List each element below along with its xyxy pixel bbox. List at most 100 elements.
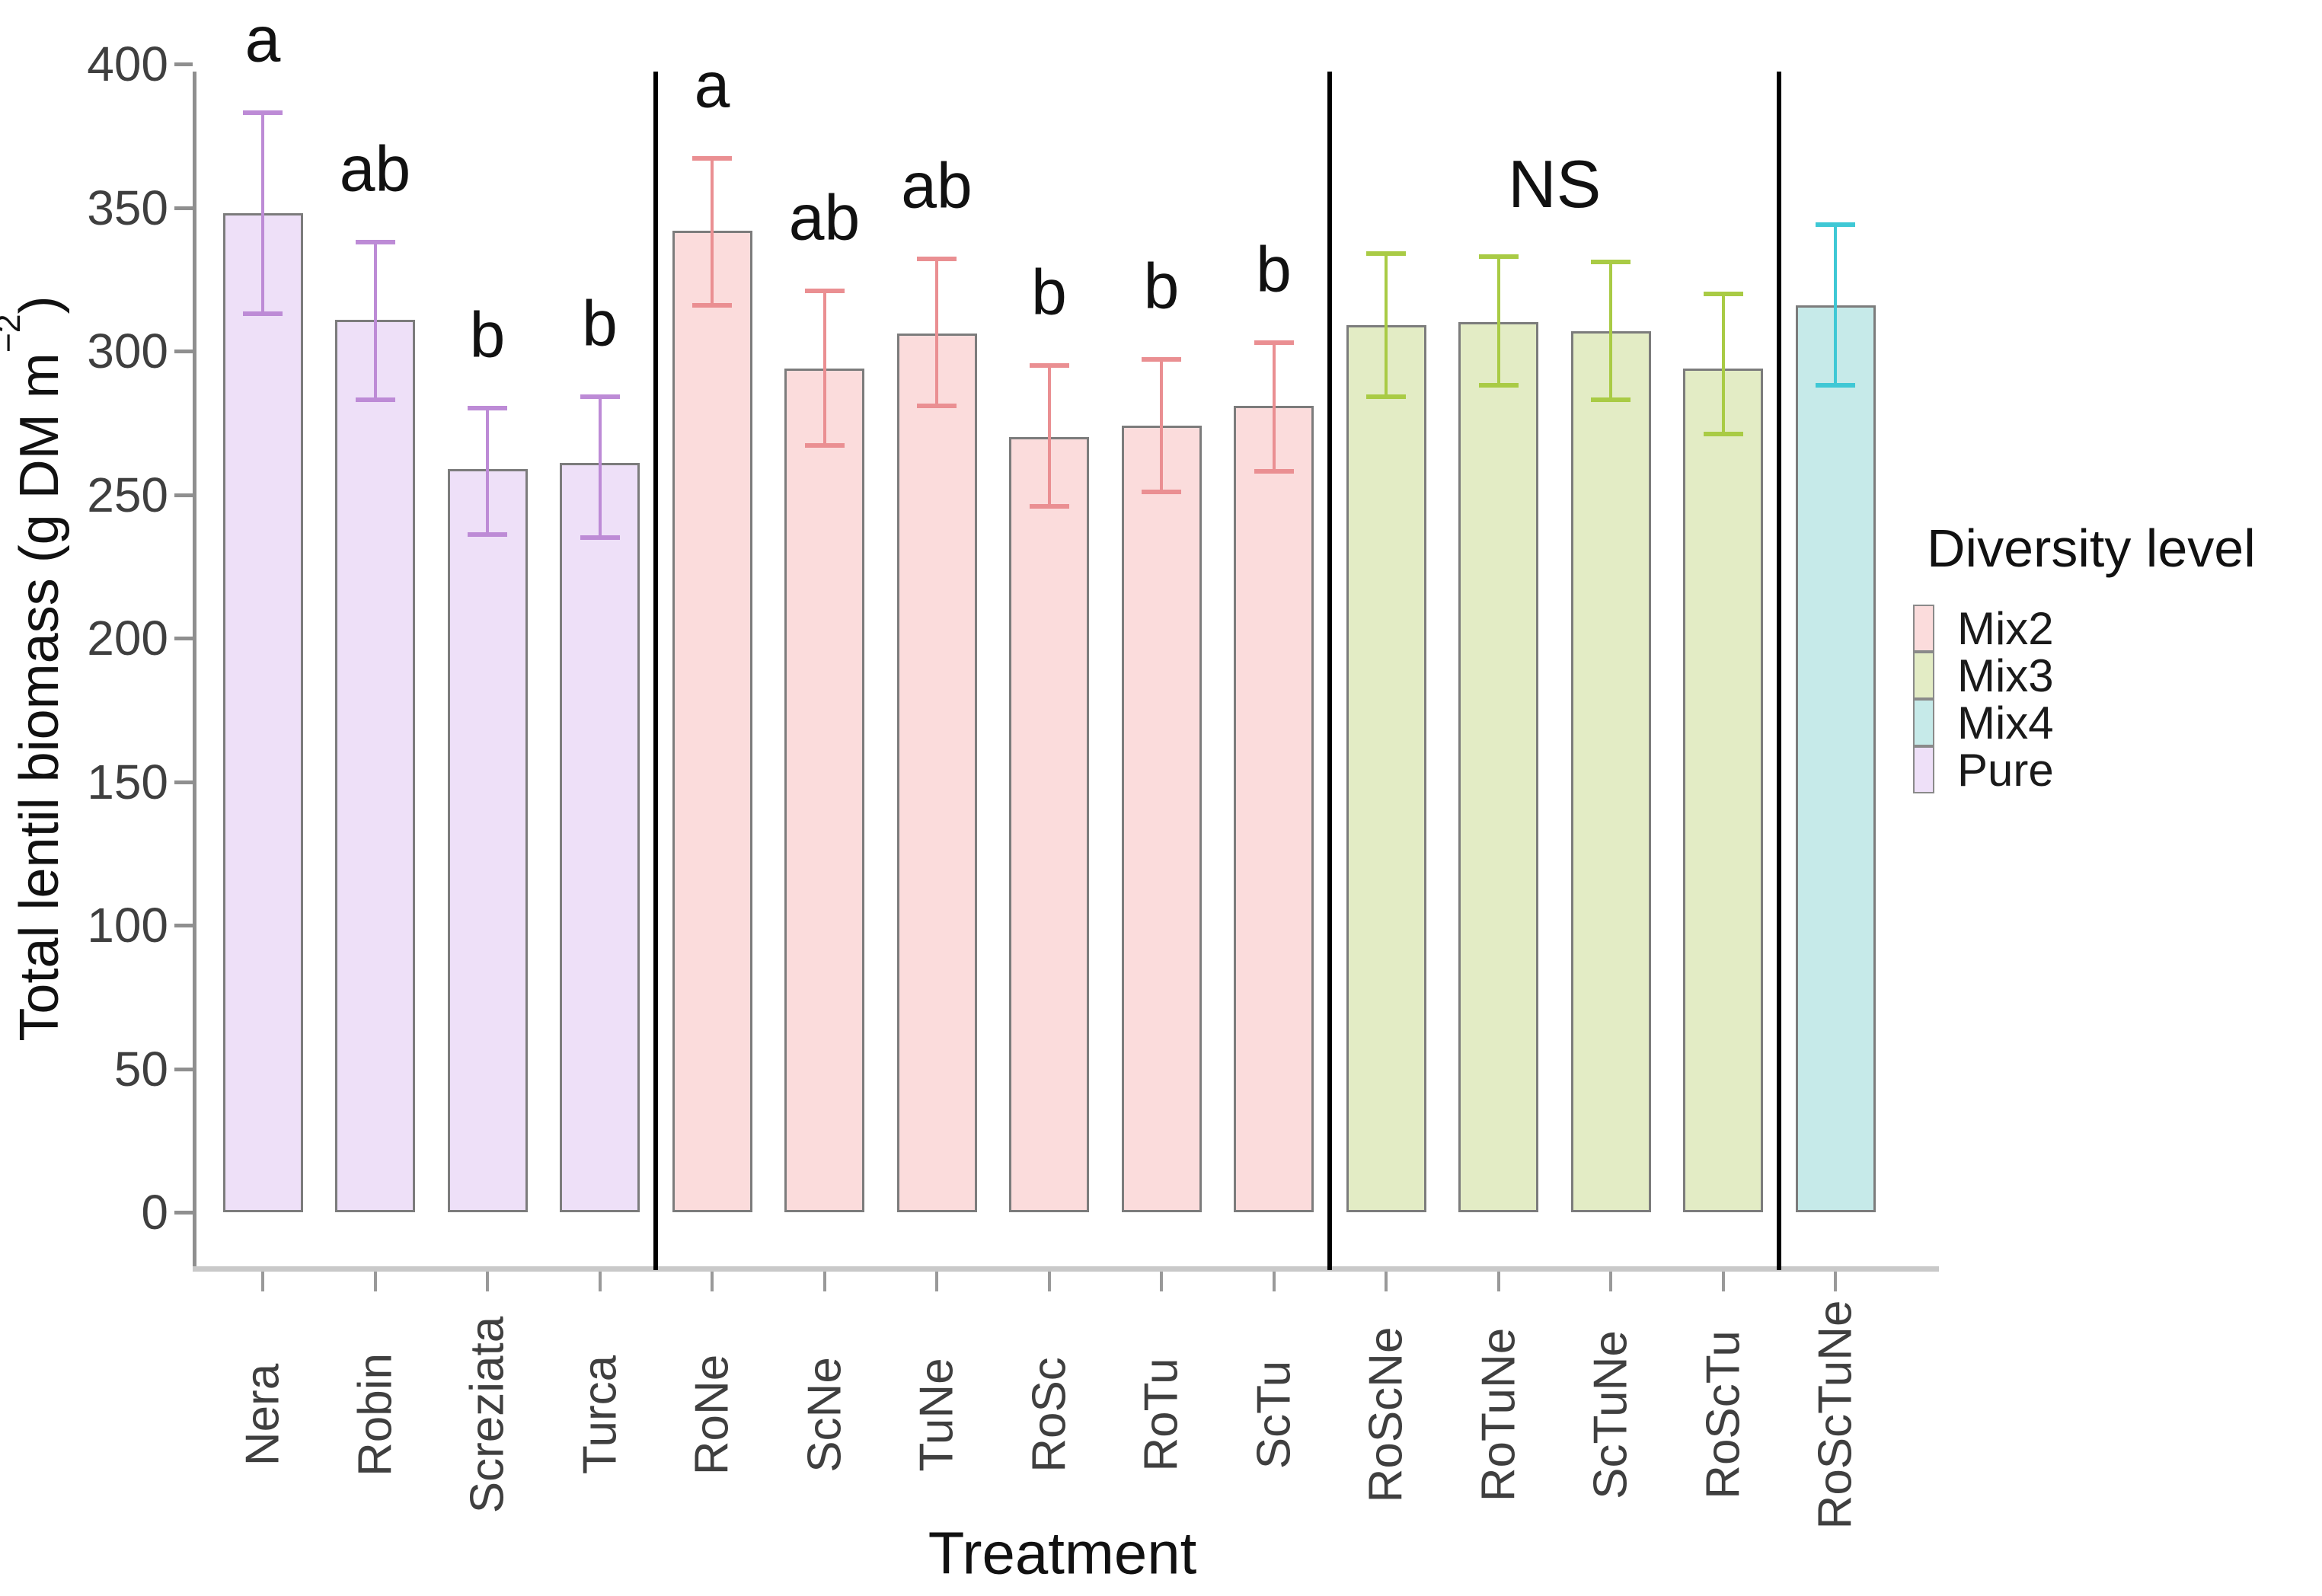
bar: [1346, 325, 1426, 1212]
bar: [1234, 405, 1314, 1212]
bar: [447, 468, 528, 1212]
significance-letter: b: [1031, 256, 1067, 328]
x-tick-label: Screziata: [461, 1316, 514, 1514]
error-bar-line: [1272, 342, 1276, 472]
x-tick-label: RoTu: [1135, 1358, 1188, 1472]
error-bar-line: [598, 397, 602, 538]
y-tick-label: 300: [87, 324, 168, 378]
error-bar-cap-bottom: [804, 443, 845, 448]
error-bar-cap-bottom: [1703, 432, 1743, 437]
error-bar-cap-top: [917, 257, 957, 262]
y-axis-tick: [174, 1211, 193, 1215]
error-bar-cap-bottom: [1478, 383, 1519, 388]
error-bar-line: [822, 290, 826, 446]
bar: [784, 368, 864, 1212]
x-axis-tick: [486, 1272, 489, 1291]
x-axis-tick: [598, 1272, 602, 1291]
x-tick-label: ScTu: [1247, 1360, 1300, 1470]
significance-letter: a: [244, 3, 281, 75]
legend-title: Diversity level: [1927, 519, 2256, 578]
legend-entry-mix3: Mix3: [1913, 652, 2256, 700]
bar: [1570, 330, 1651, 1212]
y-axis-tick: [174, 780, 193, 784]
error-bar-cap-top: [1478, 254, 1519, 259]
y-axis-title-suffix: ): [9, 295, 70, 314]
legend: Diversity level Mix2 Mix3 Mix4 Pure: [1913, 518, 2256, 794]
y-axis-tick: [174, 1067, 193, 1071]
x-axis-tick: [1496, 1272, 1500, 1291]
legend-swatch: [1913, 652, 1934, 699]
y-tick-label: 350: [87, 180, 168, 235]
group-separator-line: [1327, 72, 1333, 1270]
error-bar-cap-top: [243, 110, 283, 116]
error-bar-cap-top: [468, 406, 507, 411]
significance-letter: b: [1256, 233, 1292, 305]
bar: [1795, 305, 1876, 1212]
y-tick-label: 200: [87, 611, 168, 666]
error-bar-cap-bottom: [1366, 394, 1406, 400]
error-bar-cap-top: [692, 156, 732, 161]
x-axis-tick: [1385, 1272, 1388, 1291]
x-tick-label: RoTuNe: [1472, 1327, 1525, 1502]
group-separator-line: [1777, 72, 1782, 1270]
legend-entry-mix2: Mix2: [1913, 605, 2256, 653]
error-bar-line: [486, 408, 489, 535]
error-bar-line: [1834, 225, 1837, 386]
error-bar-cap-top: [1816, 222, 1855, 228]
x-tick-label: ScNe: [798, 1357, 851, 1473]
error-bar-cap-top: [1142, 357, 1181, 362]
y-tick-label: 100: [87, 898, 168, 953]
significance-letter: ab: [339, 132, 411, 205]
y-tick-label: 0: [141, 1185, 168, 1240]
error-bar-cap-top: [1029, 362, 1069, 368]
error-bar-line: [1160, 359, 1163, 492]
x-tick-label: Nera: [236, 1363, 289, 1467]
x-tick-label: TuNe: [910, 1358, 963, 1472]
error-bar-cap-top: [1703, 291, 1743, 296]
x-axis-tick: [1272, 1272, 1276, 1291]
error-bar-cap-top: [580, 394, 620, 400]
error-bar-cap-bottom: [692, 302, 732, 308]
x-axis-tick: [1721, 1272, 1725, 1291]
error-bar-cap-bottom: [355, 397, 395, 403]
y-tick-label: 50: [113, 1041, 168, 1096]
x-axis-tick: [1609, 1272, 1612, 1291]
x-tick-label: Robin: [349, 1353, 401, 1476]
error-bar-cap-bottom: [917, 403, 957, 408]
y-axis-title-text: Total lentil biomass (g DM m: [9, 353, 70, 1042]
x-axis-tick: [1047, 1272, 1051, 1291]
bar: [560, 463, 640, 1212]
error-bar-cap-bottom: [468, 532, 507, 538]
y-axis-tick: [174, 924, 193, 927]
x-tick-label: RoSc: [1023, 1357, 1075, 1473]
legend-entry-label: Mix4: [1957, 697, 2054, 749]
x-axis-line: [193, 1266, 1939, 1272]
x-axis-tick: [261, 1272, 264, 1291]
legend-swatch: [1913, 699, 1934, 746]
x-axis-tick: [711, 1272, 714, 1291]
bar: [896, 334, 977, 1212]
error-bar-cap-bottom: [1816, 383, 1855, 388]
ns-annotation: NS: [1508, 146, 1602, 222]
bar: [335, 319, 415, 1212]
error-bar-cap-bottom: [580, 535, 620, 541]
x-tick-label: ScTuNe: [1584, 1330, 1637, 1499]
x-tick-label: RoScTuNe: [1809, 1300, 1862, 1530]
y-axis-line: [193, 72, 196, 1266]
error-bar-cap-top: [355, 239, 395, 244]
y-axis-title: Total lentil biomass (g DM m−2): [0, 295, 71, 1042]
legend-entry-label: Pure: [1957, 745, 2054, 796]
significance-letter: a: [694, 49, 730, 121]
y-tick-label: 250: [87, 467, 168, 522]
legend-entry-pure: Pure: [1913, 745, 2256, 796]
legend-items: Mix2 Mix3 Mix4 Pure: [1913, 605, 2256, 794]
x-axis-tick: [935, 1272, 938, 1291]
significance-letter: ab: [901, 149, 973, 222]
error-bar-cap-top: [1366, 251, 1406, 256]
error-bar-cap-top: [1254, 340, 1294, 345]
x-axis-tick: [1834, 1272, 1837, 1291]
bar: [672, 230, 752, 1212]
error-bar-line: [1047, 365, 1051, 506]
x-axis-tick: [1160, 1272, 1163, 1291]
